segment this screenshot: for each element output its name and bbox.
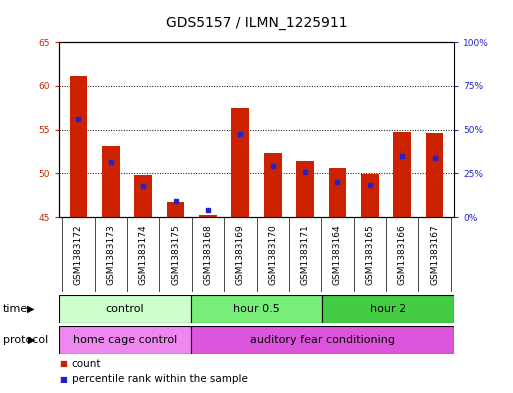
Text: hour 2: hour 2 [370, 304, 406, 314]
Text: home cage control: home cage control [73, 335, 177, 345]
Text: GSM1383172: GSM1383172 [74, 224, 83, 285]
Text: auditory fear conditioning: auditory fear conditioning [250, 335, 395, 345]
Text: ▶: ▶ [27, 304, 34, 314]
Text: protocol: protocol [3, 335, 48, 345]
Text: ■: ■ [59, 359, 67, 368]
Bar [231, 108, 249, 217]
Text: GSM1383166: GSM1383166 [398, 224, 407, 285]
Text: GSM1383168: GSM1383168 [204, 224, 212, 285]
Text: GSM1383164: GSM1383164 [333, 224, 342, 285]
Bar [191, 326, 454, 354]
Text: ▶: ▶ [28, 335, 36, 345]
Text: GSM1383174: GSM1383174 [139, 224, 148, 285]
Text: control: control [106, 304, 144, 314]
Bar [191, 295, 322, 323]
Text: GSM1383169: GSM1383169 [236, 224, 245, 285]
Bar [59, 295, 191, 323]
Bar [393, 132, 411, 217]
Bar [59, 326, 191, 354]
Text: percentile rank within the sample: percentile rank within the sample [72, 374, 248, 384]
Bar [328, 168, 346, 217]
Bar [70, 76, 87, 217]
Bar [264, 153, 282, 217]
Text: GSM1383165: GSM1383165 [365, 224, 374, 285]
Bar [361, 174, 379, 217]
Text: count: count [72, 359, 102, 369]
Text: GSM1383175: GSM1383175 [171, 224, 180, 285]
Text: GSM1383173: GSM1383173 [106, 224, 115, 285]
Text: ■: ■ [59, 375, 67, 384]
Bar [102, 146, 120, 217]
Bar [167, 202, 185, 217]
Bar [296, 161, 314, 217]
Bar [322, 295, 454, 323]
Bar [199, 215, 217, 217]
Text: GSM1383170: GSM1383170 [268, 224, 277, 285]
Text: hour 0.5: hour 0.5 [233, 304, 280, 314]
Text: GSM1383171: GSM1383171 [301, 224, 309, 285]
Text: GSM1383167: GSM1383167 [430, 224, 439, 285]
Text: GDS5157 / ILMN_1225911: GDS5157 / ILMN_1225911 [166, 16, 347, 30]
Bar [134, 175, 152, 217]
Bar [426, 133, 443, 217]
Text: time: time [3, 304, 28, 314]
